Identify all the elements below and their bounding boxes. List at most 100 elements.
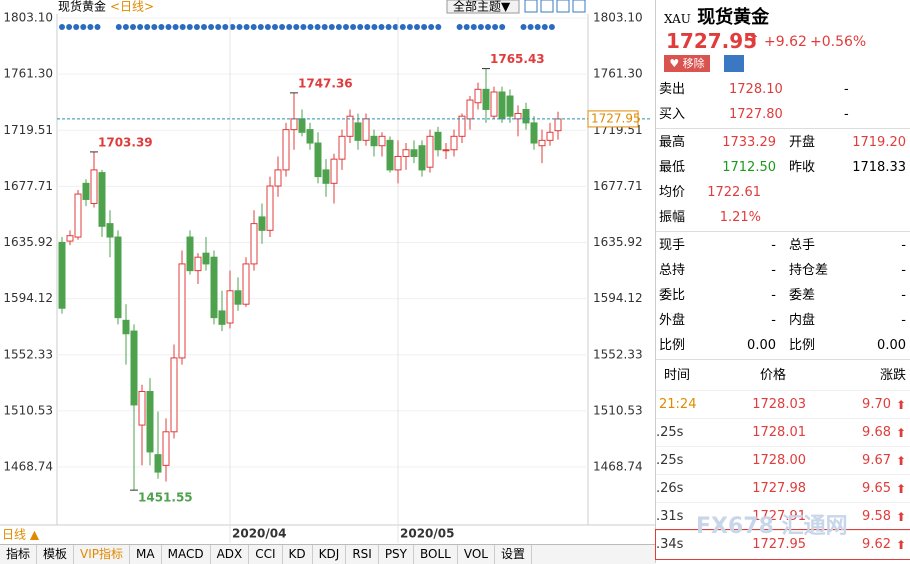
icon-button[interactable]	[524, 0, 538, 13]
event-dot	[264, 24, 271, 30]
toolbar-tab[interactable]: PSY	[379, 545, 414, 564]
toolbar-tab[interactable]: KDJ	[313, 545, 347, 564]
candle-body	[338, 135, 346, 160]
chart-bg	[0, 0, 655, 544]
y-tick-label: 1719.51	[3, 123, 53, 137]
value: 1719.20	[852, 135, 906, 150]
price: 1727.95	[752, 537, 806, 552]
change: 9.65	[862, 481, 891, 496]
candle-body	[482, 88, 490, 110]
toolbar-tab[interactable]: CCI	[249, 545, 283, 564]
y-tick-label: 1468.74	[3, 460, 53, 474]
event-dot	[222, 24, 229, 30]
quote-row: 比例 0.00 比例 0.00	[656, 333, 910, 358]
theme-button-bg[interactable]	[446, 0, 520, 14]
quote-row: 买入 1727.80 -	[656, 102, 910, 127]
quote-row: 总持 - 持仓差 -	[656, 258, 910, 283]
quote-panel: XAU 现货黄金 1727.95 ⬆ +9.62 +0.56% ♥ 移除 卖出 1…	[655, 0, 910, 563]
remove-button[interactable]: ♥ 移除	[664, 55, 710, 72]
y-tick-label: 1552.33	[3, 347, 53, 361]
candle-body	[346, 115, 354, 137]
event-dot	[399, 24, 406, 30]
time: .31s	[656, 509, 684, 524]
value: 0.00	[747, 338, 776, 353]
quote-row: 委比 - 委差 -	[656, 283, 910, 308]
label: 委比	[659, 288, 686, 303]
trade-row: 21:24 1728.03 9.70 ⬆	[656, 390, 910, 419]
icon-button[interactable]	[572, 0, 586, 13]
remove-label[interactable]: 移除	[682, 57, 705, 70]
candle-body	[250, 223, 258, 265]
toolbar-tab[interactable]: MA	[130, 545, 162, 564]
toolbar-tab[interactable]: VIP指标	[74, 545, 131, 564]
period[interactable]: 日线 ▲	[2, 528, 40, 542]
toolbar-tab[interactable]: RSI	[346, 545, 379, 564]
y-tick-label: 1510.53	[593, 403, 643, 417]
price: 1727.80	[729, 107, 783, 122]
change: +9.62	[764, 34, 807, 50]
quote-title: XAU 现货黄金	[664, 3, 769, 29]
event-dot	[137, 24, 144, 30]
event-dot	[59, 24, 65, 30]
event-dot	[279, 24, 286, 30]
event-dot	[144, 24, 151, 30]
candle-body	[202, 252, 210, 265]
arrow: ⬆	[895, 482, 906, 496]
candle-body	[258, 216, 266, 231]
separator	[656, 128, 910, 129]
candle-body	[74, 193, 82, 238]
candle-body	[130, 330, 138, 406]
change: 9.62	[862, 537, 891, 552]
chart: 现货黄金 <日线> 全部主题▼ 日线 ▲ 1803.10 1803.10 1761.…	[0, 0, 655, 544]
symbol: XAU	[664, 12, 691, 26]
event-dot	[548, 24, 555, 30]
toolbar-tab[interactable]: 指标	[0, 545, 38, 564]
y-tick-label: 1635.92	[593, 235, 643, 249]
event-dot	[172, 24, 179, 30]
high-label: 1703.39	[98, 135, 153, 149]
period-label[interactable]: <日线>	[110, 0, 154, 14]
icon-button[interactable]	[540, 0, 554, 13]
price: 1728.10	[729, 82, 783, 97]
toolbar-tab[interactable]: 模板	[37, 545, 75, 564]
trade-row: .25s 1728.01 9.68 ⬆	[656, 418, 910, 447]
arrow: ⬆	[895, 510, 906, 524]
candle-body	[514, 112, 522, 120]
candle-body	[554, 118, 562, 132]
separator	[656, 359, 910, 360]
event-dot	[357, 24, 364, 30]
event-dot	[286, 24, 293, 30]
icon-button[interactable]	[556, 0, 570, 13]
candle-body	[330, 158, 338, 184]
quote-row: 最高 1733.29 开盘 1719.20	[656, 130, 910, 155]
alert-button[interactable]	[724, 55, 744, 72]
theme-button[interactable]: 全部主题▼	[453, 0, 511, 14]
event-dot	[335, 24, 342, 30]
toolbar-tab[interactable]: ADX	[211, 545, 250, 564]
value: -	[901, 313, 906, 328]
toolbar-tab[interactable]: BOLL	[414, 545, 458, 564]
candle-body	[410, 149, 418, 157]
candle-body	[354, 122, 362, 141]
label: 持仓差	[789, 263, 829, 278]
arrow: ⬆	[748, 32, 760, 48]
column: 时间	[664, 368, 691, 383]
event-dot	[215, 24, 222, 30]
label: 比例	[659, 338, 686, 353]
toolbar-tab[interactable]: MACD	[162, 545, 211, 564]
candle-body	[306, 129, 314, 144]
event-dot	[66, 24, 73, 30]
candle-body	[194, 256, 202, 272]
candle-body	[378, 135, 386, 147]
toolbar-tab[interactable]: VOL	[458, 545, 495, 564]
event-dot	[151, 24, 158, 30]
time: .26s	[656, 481, 684, 496]
candle-body	[362, 118, 370, 141]
trade-row: .25s 1728.00 9.67 ⬆	[656, 446, 910, 475]
value: 0.00	[877, 338, 906, 353]
toolbar-tab[interactable]: KD	[283, 545, 313, 564]
column: 价格	[759, 368, 786, 383]
candle-body	[234, 290, 242, 305]
event-dot	[229, 24, 236, 30]
toolbar-tab[interactable]: 设置	[495, 545, 532, 564]
